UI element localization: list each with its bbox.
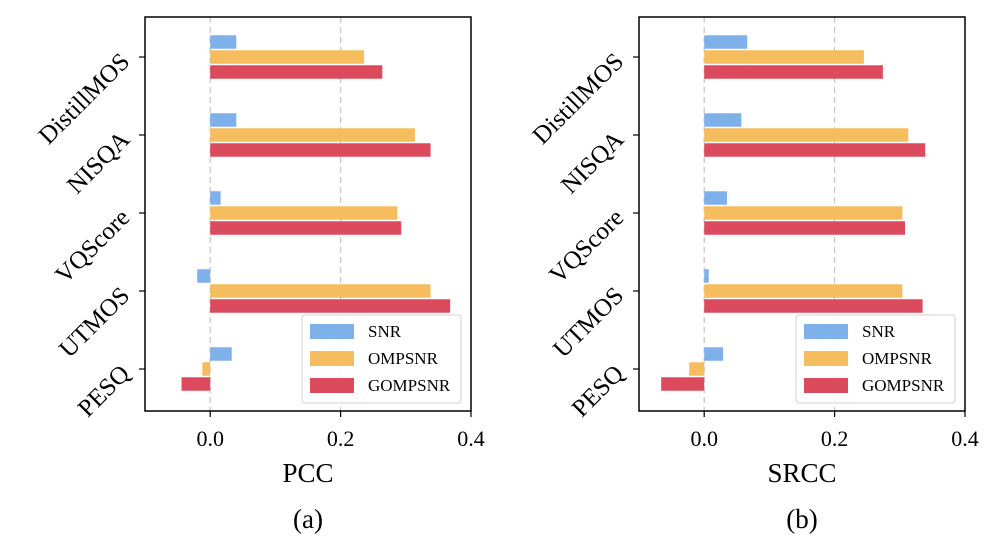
x-axis-label: PCC	[282, 458, 333, 488]
bar-ompsnr-pesq	[202, 362, 211, 376]
bar-gompsnr-distillmos	[704, 65, 883, 79]
bar-snr-utmos	[197, 269, 211, 283]
bar-gompsnr-vqscore	[210, 221, 402, 235]
bar-snr-pesq	[210, 347, 232, 361]
bar-ompsnr-vqscore	[704, 206, 903, 220]
bar-ompsnr-pesq	[689, 362, 705, 376]
bar-gompsnr-pesq	[661, 377, 705, 391]
bar-gompsnr-distillmos	[210, 65, 383, 79]
legend-swatch-ompsnr	[804, 351, 848, 366]
bar-gompsnr-utmos	[704, 299, 923, 313]
bar-ompsnr-distillmos	[704, 50, 864, 64]
bar-gompsnr-nisqa	[210, 143, 431, 157]
x-tick-label: 0.0	[196, 426, 224, 451]
bar-snr-nisqa	[704, 113, 742, 127]
y-tick-label: PESQ	[73, 360, 135, 422]
bar-ompsnr-utmos	[704, 284, 903, 298]
y-tick-label: VQScore	[50, 204, 135, 289]
bar-ompsnr-utmos	[210, 284, 431, 298]
bar-gompsnr-nisqa	[704, 143, 926, 157]
bar-snr-vqscore	[210, 191, 221, 205]
bar-ompsnr-vqscore	[210, 206, 398, 220]
bar-snr-vqscore	[704, 191, 728, 205]
legend-label-snr: SNR	[862, 322, 896, 341]
panel-caption: (a)	[293, 504, 323, 534]
bar-gompsnr-utmos	[210, 299, 451, 313]
y-tick-label: NISQA	[556, 126, 629, 199]
axes-frame	[144, 16, 472, 412]
bar-gompsnr-pesq	[181, 377, 211, 391]
legend: SNR OMPSNR GOMPSNR	[301, 314, 462, 404]
legend-label-ompsnr: OMPSNR	[862, 349, 933, 368]
axes-frame	[638, 16, 966, 412]
bar-snr-distillmos	[704, 35, 748, 49]
legend: SNR OMPSNR GOMPSNR	[795, 314, 956, 404]
legend-swatch-gompsnr	[310, 378, 354, 393]
bar-ompsnr-nisqa	[210, 128, 415, 142]
x-axis-label: SRCC	[767, 458, 836, 488]
legend-swatch-ompsnr	[310, 351, 354, 366]
y-tick-label: UTMOS	[54, 282, 135, 363]
x-tick-label: 0.4	[457, 426, 485, 451]
bar-snr-pesq	[704, 347, 724, 361]
x-tick-label: 0.2	[327, 426, 355, 451]
legend-label-gompsnr: GOMPSNR	[368, 376, 451, 395]
x-tick-label: 0.2	[821, 426, 849, 451]
legend-label-ompsnr: OMPSNR	[368, 349, 439, 368]
x-tick-label: 0.0	[690, 426, 718, 451]
bar-gompsnr-vqscore	[704, 221, 906, 235]
x-tick-label: 0.4	[951, 426, 979, 451]
bar-snr-nisqa	[210, 113, 237, 127]
bar-snr-distillmos	[210, 35, 237, 49]
legend-swatch-snr	[310, 324, 354, 339]
y-tick-label: UTMOS	[548, 282, 629, 363]
y-tick-label: VQScore	[544, 204, 629, 289]
bar-ompsnr-distillmos	[210, 50, 365, 64]
legend-swatch-snr	[804, 324, 848, 339]
bar-ompsnr-nisqa	[704, 128, 909, 142]
legend-label-snr: SNR	[368, 322, 402, 341]
legend-swatch-gompsnr	[804, 378, 848, 393]
bar-snr-utmos	[704, 269, 709, 283]
y-tick-label: PESQ	[567, 360, 629, 422]
legend-label-gompsnr: GOMPSNR	[862, 376, 945, 395]
y-tick-label: NISQA	[62, 126, 135, 199]
panel-caption: (b)	[786, 504, 817, 534]
